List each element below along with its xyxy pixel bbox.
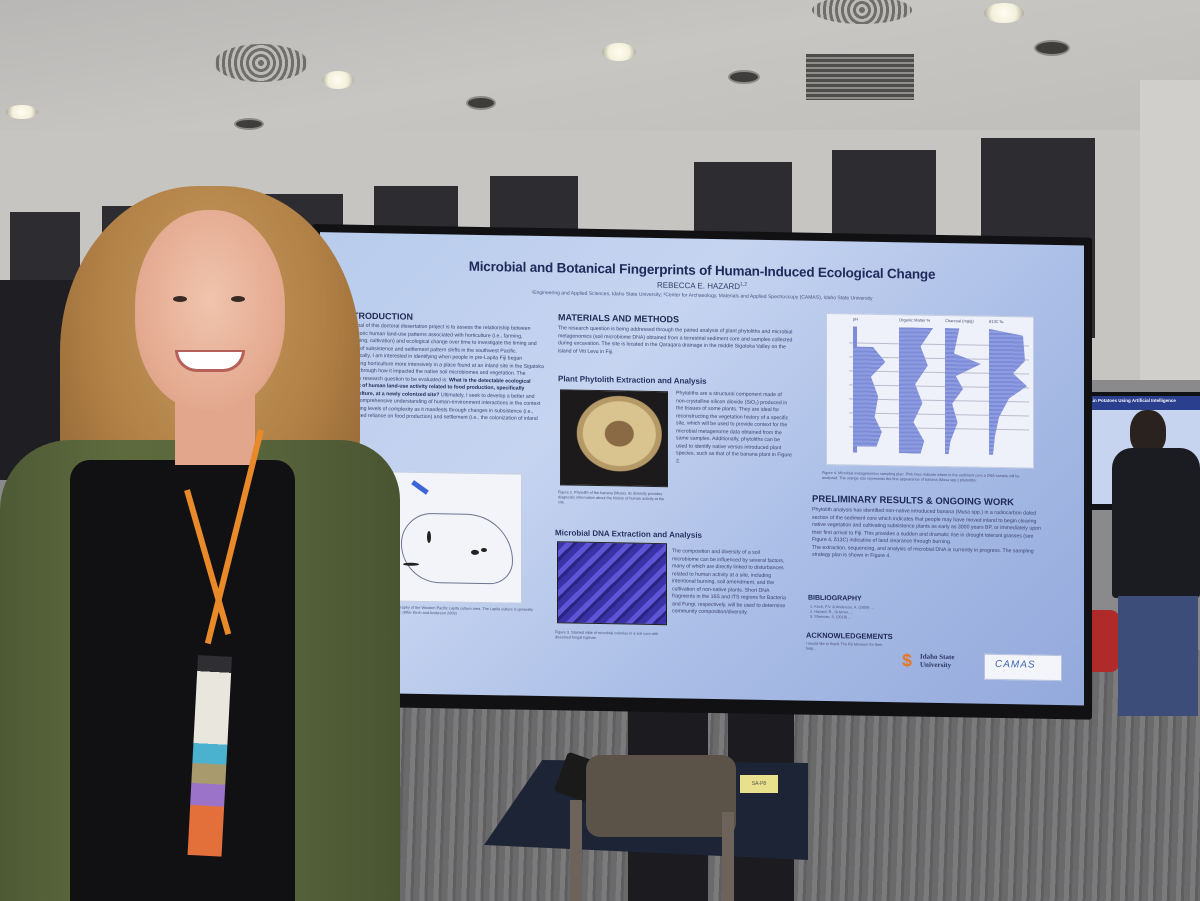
presenter (0, 180, 420, 901)
bar (853, 346, 889, 447)
attendee-head (1130, 410, 1166, 454)
bibliography-list: 1. Kirch, P.V. & Anderson, A. (2009) ...… (810, 604, 874, 620)
island-marker (471, 549, 479, 555)
chart-col-d13c: δ13C ‰ (989, 319, 1025, 454)
author-superscript: 1,2 (740, 281, 748, 288)
camas-logo: CAMAS (984, 653, 1062, 682)
dna-caption: Figure 3. Stained slide of microbial col… (555, 630, 659, 640)
bibliography-heading: BIBLIOGRAPHY (808, 594, 862, 603)
chart-col-ph: pH (853, 316, 889, 453)
right-eye (231, 296, 245, 302)
attendee-person (1108, 408, 1200, 738)
ceiling-light (602, 43, 636, 61)
figure4-caption: Figure 4. Microbial metagenomics samplin… (822, 470, 1020, 483)
smile (175, 350, 245, 372)
isu-mark-icon: $ (902, 650, 913, 671)
background-poster-title: ...in Potatoes Using Artificial Intellig… (1086, 396, 1200, 410)
phytolith-text: Phytoliths are a structural component ma… (676, 390, 792, 464)
ceiling-grille (806, 54, 914, 100)
poster-monitor: Microbial and Botanical Fingerprints of … (312, 224, 1092, 720)
dna-slide-image (557, 541, 667, 626)
bar (899, 327, 935, 454)
island-marker (481, 547, 487, 553)
chart-col-organic: Organic Matter % (899, 317, 935, 454)
attendee-jacket (1112, 448, 1200, 598)
isu-wordmark: Idaho State University (920, 652, 955, 670)
phytolith-image (560, 389, 668, 488)
ceiling-vent (812, 0, 912, 24)
black-dress (70, 460, 295, 901)
dna-heading: Microbial DNA Extraction and Analysis (555, 528, 702, 540)
results-heading: PRELIMINARY RESULTS & ONGOING WORK (812, 493, 1014, 509)
wall-pillar (1140, 80, 1200, 380)
camas-wordmark: CAMAS (995, 658, 1036, 671)
author-name: REBECCA E. HAZARD (656, 280, 741, 292)
attendee-jeans (1118, 596, 1198, 716)
bar (989, 329, 1029, 456)
idaho-state-university-logo: $ Idaho State University (902, 650, 962, 675)
ceiling-light (6, 105, 38, 119)
shoulder-bag (586, 755, 736, 837)
island-marker (427, 531, 431, 544)
materials-methods-text: The research question is being addressed… (558, 325, 793, 355)
ceiling-light (984, 3, 1024, 23)
ceiling-speaker (234, 118, 264, 130)
booth-number-sticker: SA-P8 (740, 775, 778, 793)
ceiling-vent (214, 44, 308, 82)
ceiling-light (322, 71, 354, 89)
bar (945, 328, 981, 455)
phytolith-caption: Figure 2. Phytolith of the banana (Musa)… (558, 490, 665, 505)
chart-col-charcoal: Charcoal (mg/g) (945, 318, 981, 455)
sediment-core-chart: pH Organic Matter % Charcoal (mg/g) δ13C… (826, 312, 1034, 469)
bag-strap (570, 800, 582, 901)
left-eye (173, 296, 187, 302)
materials-methods-heading: MATERIALS AND METHODS (558, 312, 679, 325)
acknowledgements-text: I would like to thank The Fiji Museum fo… (806, 641, 883, 651)
ceiling-speaker (728, 70, 760, 84)
acknowledgements-heading: ACKNOWLEDGEMENTS (806, 630, 893, 642)
research-poster: Microbial and Botanical Fingerprints of … (320, 232, 1084, 706)
results-text: Phytolith analysis has identified non-na… (812, 506, 1041, 560)
dna-text: The composition and diversity of a soil … (672, 548, 786, 616)
bag-strap (722, 812, 734, 901)
phytolith-heading: Plant Phytolith Extraction and Analysis (558, 374, 707, 386)
presenter-face (135, 210, 285, 410)
ceiling-speaker (466, 96, 496, 110)
ceiling-speaker (1034, 40, 1070, 56)
